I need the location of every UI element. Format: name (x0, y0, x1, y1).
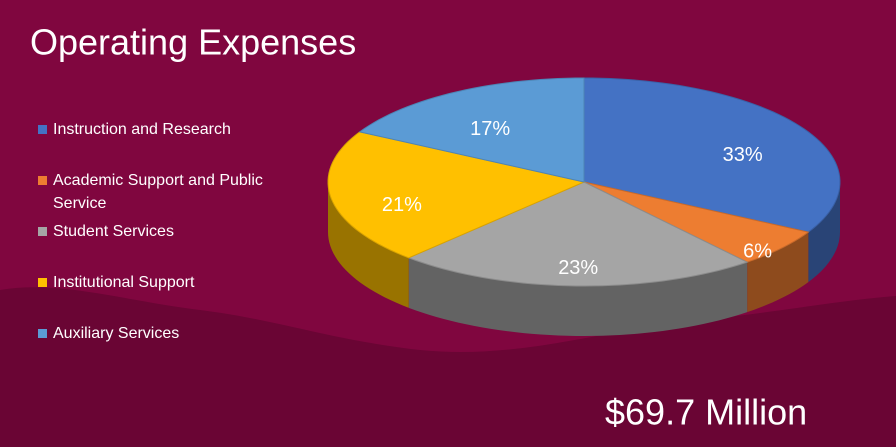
chart-title: Operating Expenses (30, 22, 356, 63)
legend-item: Student Services (38, 220, 308, 271)
slice-side (328, 182, 409, 308)
data-label: 17% (470, 118, 510, 140)
slice (583, 181, 810, 263)
slice-side (808, 182, 840, 283)
legend-label: Instruction and Research (53, 121, 231, 138)
legend-label: Auxiliary Services (53, 325, 180, 342)
legend-item: Instruction and Research (38, 118, 308, 169)
pie: 33% 6% 23% 21% 17% (327, 77, 841, 336)
slice (407, 181, 749, 287)
data-label: 6% (743, 241, 772, 263)
slice (358, 77, 585, 183)
legend-item: Academic Support and Public Service (38, 169, 308, 220)
data-label: 23% (558, 257, 598, 279)
legend-label: Academic Support and Public Service (53, 172, 263, 212)
data-label: 33% (723, 144, 763, 166)
legend-label: Institutional Support (53, 274, 195, 291)
data-label: 21% (382, 194, 422, 216)
slice (327, 131, 586, 259)
annotation: $69.7 Million (605, 392, 807, 433)
slice-side (747, 232, 809, 313)
legend-swatch (38, 278, 47, 287)
slice-side (408, 257, 748, 336)
legend-item: Auxiliary Services (38, 322, 308, 373)
legend-label: Student Services (53, 223, 174, 240)
slice (583, 77, 841, 233)
legend-swatch (38, 125, 47, 134)
legend-swatch (38, 329, 47, 338)
legend-swatch (38, 176, 47, 185)
legend: Instruction and Research Academic Support… (38, 118, 308, 373)
legend-item: Institutional Support (38, 271, 308, 322)
legend-swatch (38, 227, 47, 236)
